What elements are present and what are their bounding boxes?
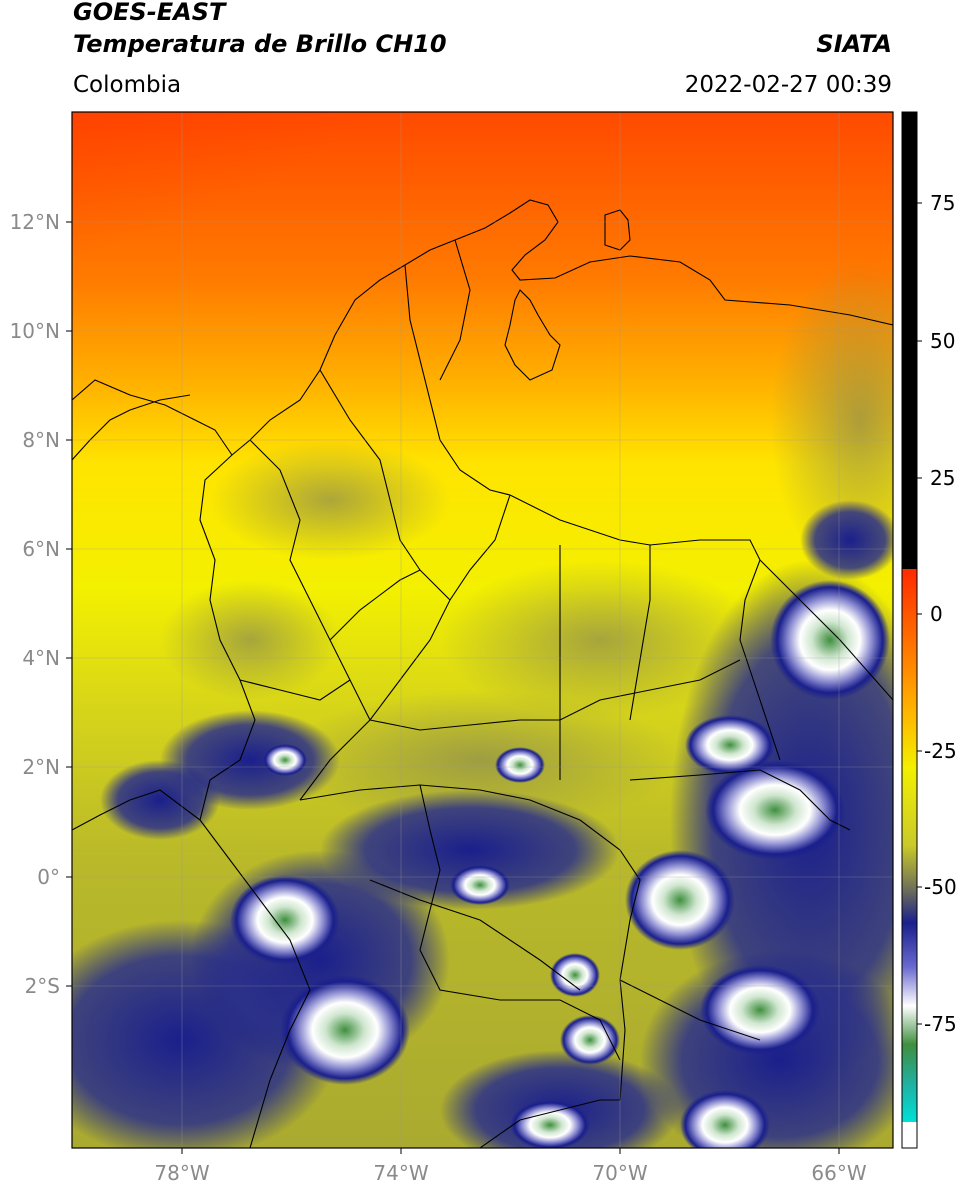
- lat-label: 10°N: [10, 319, 60, 343]
- colorbar-gradient: [902, 569, 917, 1122]
- lon-label: 66°W: [811, 1161, 866, 1185]
- axis-ticks: [66, 221, 840, 1154]
- brightness-temperature-field: [72, 112, 893, 1148]
- map-frame: [71, 111, 894, 1149]
- colorbar-label: 25: [930, 466, 955, 490]
- colorbar-black-segment: [902, 112, 917, 569]
- graticule: [72, 112, 893, 1148]
- datetime-label: 2022-02-27 00:39: [684, 72, 892, 98]
- lat-label: 12°N: [10, 210, 60, 234]
- colorbar-label: -75: [924, 1012, 957, 1036]
- coastlines-and-borders: [72, 199, 893, 1148]
- lat-label: 4°N: [22, 646, 60, 670]
- colorbar: 75 50 25 0 -25 -50 -75: [901, 111, 957, 1149]
- lat-label: 6°N: [22, 537, 60, 561]
- title-line-2: Temperatura de Brillo CH10: [73, 30, 447, 58]
- lon-label: 78°W: [154, 1161, 209, 1185]
- colorbar-label: -50: [924, 875, 957, 899]
- lat-label: 0°: [37, 865, 60, 889]
- lat-label: 2°N: [22, 755, 60, 779]
- colorbar-white-segment: [902, 1122, 917, 1148]
- lat-label: 2°S: [25, 974, 60, 998]
- lon-label: 70°W: [592, 1161, 647, 1185]
- source-label: SIATA: [816, 30, 892, 58]
- colorbar-label: 0: [930, 602, 943, 626]
- colorbar-label: 75: [930, 191, 955, 215]
- lat-label: 8°N: [22, 428, 60, 452]
- region-label: Colombia: [73, 72, 182, 98]
- lon-label: 74°W: [373, 1161, 428, 1185]
- colorbar-label: 50: [930, 329, 955, 353]
- colorbar-frame: [901, 111, 918, 1149]
- colorbar-label: -25: [924, 739, 957, 763]
- title-line-1: GOES-EAST: [73, 0, 226, 26]
